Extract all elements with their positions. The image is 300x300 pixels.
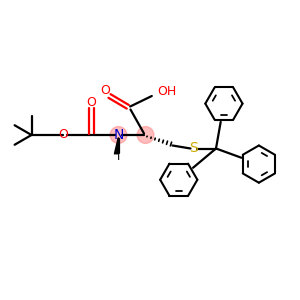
Circle shape — [137, 127, 154, 143]
Text: N: N — [113, 128, 124, 142]
Text: O: O — [87, 96, 96, 110]
Text: I: I — [117, 152, 120, 163]
Text: S: S — [189, 142, 198, 155]
Text: OH: OH — [158, 85, 177, 98]
Text: O: O — [100, 84, 110, 98]
Circle shape — [110, 127, 127, 143]
Text: O: O — [58, 128, 68, 142]
